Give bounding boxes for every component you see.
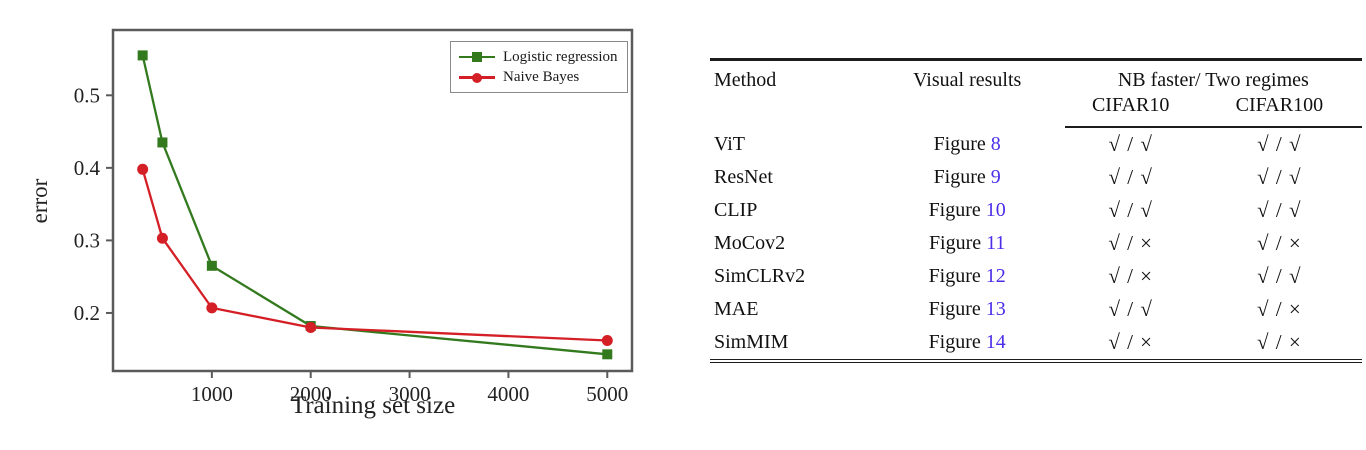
data-point-circle (137, 163, 149, 175)
series-line-naive-bayes (141, 168, 608, 342)
figure-link[interactable]: 11 (986, 232, 1006, 254)
col-header-cifar10: CIFAR10 (1064, 94, 1197, 128)
table-header-row: Method Visual results NB faster/ Two reg… (710, 60, 1362, 95)
figure-word: Figure (928, 232, 982, 254)
cifar100-cell: √ / × (1257, 231, 1302, 255)
data-point-circle (601, 335, 613, 347)
data-point-square (137, 50, 148, 61)
x-tick-label: 5000 (586, 382, 628, 406)
y-tick-label: 0.2 (74, 301, 100, 325)
legend-label: Logistic regression (503, 48, 618, 65)
figure-word: Figure (928, 298, 981, 320)
figure-ref-cell: Figure 14 (870, 326, 1065, 361)
y-axis-label: error (27, 178, 52, 224)
cifar100-cell: √ / √ (1257, 132, 1302, 156)
col-header-method: Method (714, 69, 777, 91)
figure-ref-cell: Figure 8 (870, 127, 1065, 161)
col-header-group: NB faster/ Two regimes (1117, 69, 1309, 91)
method-cell: MoCov2 (714, 232, 786, 254)
table-row: SimMIM Figure 14 √ / × √ / × (710, 326, 1362, 361)
data-point-square (602, 349, 613, 360)
figure-link[interactable]: 10 (985, 199, 1006, 221)
figure-link[interactable]: 13 (985, 298, 1006, 320)
x-tick-label: 2000 (290, 382, 332, 406)
method-cell: SimCLRv2 (714, 265, 806, 287)
table-row: MAE Figure 13 √ / √ √ / × (710, 293, 1362, 326)
cifar100-cell: √ / × (1257, 297, 1302, 321)
x-axis-label: Training set size (290, 392, 456, 419)
x-tick-label: 3000 (389, 382, 431, 406)
table-subheader-row: CIFAR10 CIFAR100 (710, 94, 1362, 128)
figure-ref-cell: Figure 11 (870, 227, 1065, 260)
figure-word: Figure (933, 166, 986, 188)
plot-frame (111, 28, 634, 373)
cifar100-cell: √ / √ (1257, 198, 1302, 222)
table-row: CLIP Figure 10 √ / √ √ / √ (710, 194, 1362, 227)
table-row: SimCLRv2 Figure 12 √ / × √ / √ (710, 260, 1362, 293)
y-tick-label: 0.3 (74, 228, 100, 252)
figure-word: Figure (928, 265, 981, 287)
method-cell: SimMIM (714, 331, 789, 353)
figure-word: Figure (933, 132, 986, 155)
figure-ref-cell: Figure 10 (870, 194, 1065, 227)
figure-link[interactable]: 14 (985, 331, 1006, 353)
data-point-circle (305, 321, 317, 333)
figure-word: Figure (928, 331, 981, 353)
chart-legend: Logistic regression Naive Bayes (450, 41, 628, 93)
legend-item-logistic-regression: Logistic regression (459, 47, 619, 68)
table-row: MoCov2 Figure 11 √ / × √ / × (710, 227, 1362, 260)
cifar10-cell: √ / × (1108, 231, 1154, 255)
method-cell: MAE (714, 298, 759, 320)
figure-ref-cell: Figure 13 (870, 293, 1065, 326)
cifar100-cell: √ / √ (1257, 165, 1302, 189)
method-cell: ResNet (714, 166, 773, 188)
figure-ref-cell: Figure 9 (870, 161, 1065, 194)
data-point-square (206, 260, 217, 271)
cifar100-cell: √ / × (1257, 330, 1302, 354)
table-row: ViT Figure 8 √ / √ √ / √ (710, 127, 1362, 161)
legend-item-naive-bayes: Naive Bayes (459, 68, 619, 89)
x-tick-label: 1000 (191, 382, 233, 406)
y-tick-label: 0.5 (74, 83, 100, 107)
chart-canvas: 1000 2000 3000 4000 5000 0.2 0.3 0.4 0.5 (74, 28, 634, 406)
data-point-circle (156, 232, 168, 244)
figure-word: Figure (928, 199, 981, 221)
figure-link[interactable]: 9 (990, 166, 1001, 188)
col-header-cifar100: CIFAR100 (1196, 94, 1362, 128)
data-point-square (157, 137, 168, 148)
cifar10-cell: √ / √ (1108, 198, 1153, 222)
error-vs-training-size-chart: 1000 2000 3000 4000 5000 0.2 0.3 0.4 0.5 error T… (27, 28, 634, 419)
cifar100-cell: √ / √ (1257, 264, 1302, 288)
cifar10-cell: √ / × (1108, 264, 1154, 288)
results-table: Method Visual results NB faster/ Two reg… (710, 58, 1362, 363)
cifar10-cell: √ / √ (1108, 165, 1153, 189)
cifar10-cell: √ / × (1108, 330, 1154, 354)
figure-link[interactable]: 12 (985, 265, 1006, 287)
cifar10-cell: √ / √ (1108, 132, 1153, 156)
method-cell: ViT (714, 132, 746, 155)
data-point-circle (206, 302, 218, 314)
method-cell: CLIP (714, 199, 758, 221)
x-tick-label: 4000 (487, 382, 529, 406)
cifar10-cell: √ / √ (1108, 297, 1153, 321)
figure-link[interactable]: 8 (990, 132, 1001, 155)
legend-marker-circle (459, 71, 495, 85)
table-row: ResNet Figure 9 √ / √ √ / √ (710, 161, 1362, 194)
y-tick-label: 0.4 (74, 156, 101, 180)
legend-marker-square (459, 50, 495, 64)
figure-ref-cell: Figure 12 (870, 260, 1065, 293)
col-header-visual-results: Visual results (913, 69, 1022, 91)
legend-label: Naive Bayes (503, 69, 580, 86)
